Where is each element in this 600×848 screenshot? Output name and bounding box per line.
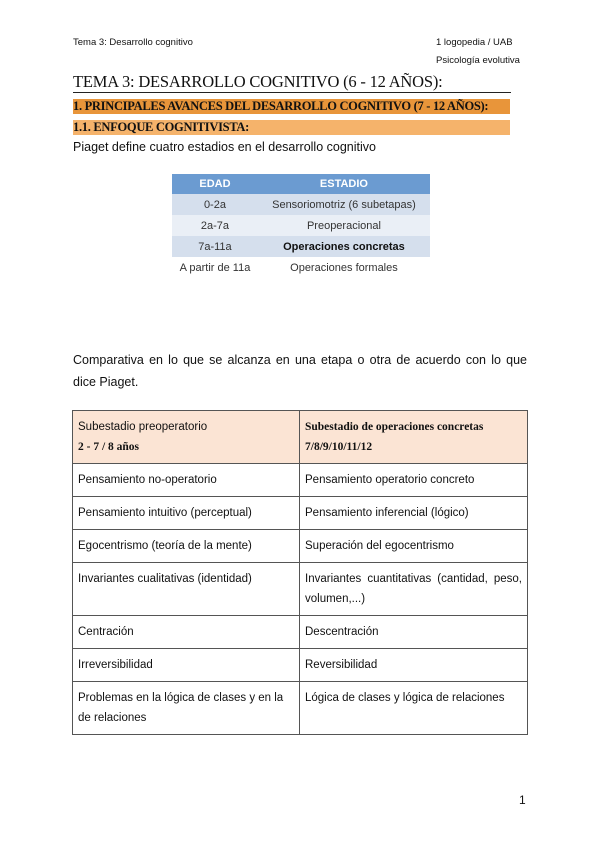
comparison-table: Subestadio preoperatorio 2 - 7 / 8 años S…	[72, 410, 528, 735]
cell: Pensamiento inferencial (lógico)	[299, 496, 528, 530]
header-right-2: Psicología evolutiva	[436, 55, 520, 66]
table-row: 2a-7a Preoperacional	[172, 215, 430, 236]
cell: 0-2a	[172, 194, 258, 215]
cell: 2a-7a	[172, 215, 258, 236]
cell: Lógica de clases y lógica de relaciones	[299, 681, 528, 735]
cell: Problemas en la lógica de clases y en la…	[72, 681, 300, 735]
cell: Irreversibilidad	[72, 648, 300, 682]
header-left: Tema 3: Desarrollo cognitivo	[73, 37, 193, 48]
header-label: Subestadio preoperatorio	[78, 421, 208, 433]
subsection-heading: 1.1. ENFOQUE COGNITIVISTA:	[73, 120, 510, 135]
cell: Reversibilidad	[299, 648, 528, 682]
cell: Pensamiento no-operatorio	[72, 463, 300, 497]
column-header: ESTADIO	[257, 174, 430, 194]
table-row: Centración Descentración	[72, 615, 528, 649]
table-row: Pensamiento intuitivo (perceptual) Pensam…	[72, 496, 528, 530]
column-header: EDAD	[172, 174, 258, 194]
table-row: Irreversibilidad Reversibilidad	[72, 648, 528, 682]
table-row: Pensamiento no-operatorio Pensamiento ope…	[72, 463, 528, 497]
table-row: Problemas en la lógica de clases y en la…	[72, 681, 528, 735]
cell: Operaciones formales	[257, 257, 430, 278]
cell: A partir de 11a	[172, 257, 258, 278]
cell: Centración	[72, 615, 300, 649]
header-sub: 7/8/9/10/11/12	[305, 441, 373, 453]
stages-table: EDAD ESTADIO 0-2a Sensoriomotriz (6 subeta…	[172, 174, 430, 278]
page-number: 1	[519, 793, 526, 807]
table-row: 0-2a Sensoriomotriz (6 subetapas)	[172, 194, 430, 215]
table-header-row: Subestadio preoperatorio 2 - 7 / 8 años S…	[72, 410, 528, 464]
table-row: Egocentrismo (teoría de la mente) Superac…	[72, 529, 528, 563]
cell: Descentración	[299, 615, 528, 649]
cell: Sensoriomotriz (6 subetapas)	[257, 194, 430, 215]
page-title: TEMA 3: DESARROLLO COGNITIVO (6 - 12 AÑO…	[73, 72, 511, 93]
cell: Preoperacional	[257, 215, 430, 236]
header-sub: 2 - 7 / 8 años	[78, 441, 140, 453]
cell: 7a-11a	[172, 236, 258, 257]
cell: Pensamiento operatorio concreto	[299, 463, 528, 497]
table-row: 7a-11a Operaciones concretas	[172, 236, 430, 257]
table-row: A partir de 11a Operaciones formales	[172, 257, 430, 278]
section-heading: 1. PRINCIPALES AVANCES DEL DESARROLLO CO…	[73, 99, 510, 114]
cell: Superación del egocentrismo	[299, 529, 528, 563]
header-label: Subestadio de operaciones concretas	[305, 421, 484, 433]
table-row: Invariantes cualitativas (identidad) Inva…	[72, 562, 528, 616]
comparison-text: Comparativa en lo que se alcanza en una …	[73, 353, 527, 389]
cell: Pensamiento intuitivo (perceptual)	[72, 496, 300, 530]
cell: Invariantes cuantitativas (cantidad, pes…	[299, 562, 528, 616]
header-right-1: 1 logopedia / UAB	[436, 37, 513, 48]
cell: Invariantes cualitativas (identidad)	[72, 562, 300, 616]
cell: Egocentrismo (teoría de la mente)	[72, 529, 300, 563]
intro-text: Piaget define cuatro estadios en el desa…	[73, 140, 376, 154]
cell: Operaciones concretas	[257, 236, 430, 257]
